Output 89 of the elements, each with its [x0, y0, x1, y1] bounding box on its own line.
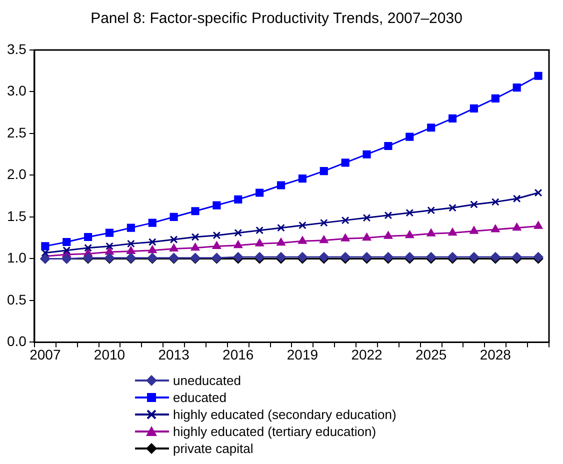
x-tick-label: 2016: [222, 346, 254, 362]
y-tick-label: 3.0: [6, 82, 27, 99]
point: [148, 218, 156, 227]
point: [491, 198, 500, 206]
point: [170, 212, 178, 222]
point: [534, 221, 543, 229]
point: [320, 167, 328, 176]
legend-label: private capital: [173, 440, 254, 457]
point: [126, 224, 135, 232]
point: [512, 194, 521, 203]
point: [255, 238, 264, 246]
point: [234, 240, 243, 248]
point: [298, 236, 307, 244]
point: [320, 218, 328, 227]
point: [448, 204, 456, 212]
point: [212, 241, 222, 249]
point: [340, 234, 350, 242]
x-tick-label: 2019: [286, 346, 318, 362]
point: [341, 216, 350, 224]
point: [212, 231, 221, 240]
point: [212, 201, 221, 210]
point: [470, 226, 478, 234]
point: [319, 235, 328, 244]
point: [384, 211, 392, 220]
point: [84, 244, 92, 252]
point: [491, 224, 500, 232]
point: [470, 104, 478, 112]
y-tick-label: 3.5: [6, 40, 27, 57]
point: [256, 188, 264, 197]
y-tick-label: 1.0: [6, 250, 27, 266]
point: [190, 242, 200, 251]
point: [276, 238, 286, 246]
legend-label: highly educated (secondary education): [173, 406, 396, 423]
point: [406, 208, 414, 217]
x-tick-label: 2025: [416, 346, 447, 362]
x-tick-label: 2010: [94, 346, 126, 362]
point: [62, 246, 71, 254]
chart-title: Panel 8: Factor-specific Productivity Trends, 2007–2030: [90, 10, 462, 28]
legend-label: uneducated: [173, 372, 241, 389]
y-tick-label: 2.0: [6, 166, 27, 182]
point: [534, 72, 542, 80]
point: [276, 181, 286, 190]
point: [277, 224, 285, 232]
point: [406, 132, 414, 141]
point: [427, 124, 436, 132]
point: [448, 114, 457, 122]
point: [341, 158, 350, 167]
point: [362, 150, 371, 158]
point: [534, 188, 542, 197]
point: [491, 94, 500, 102]
point: [405, 230, 414, 238]
point: [234, 195, 242, 204]
point: [84, 232, 92, 242]
point: [105, 228, 114, 237]
point: [41, 242, 50, 250]
point: [62, 238, 71, 246]
x-tick-label: 2013: [158, 346, 190, 362]
point: [234, 228, 242, 237]
point: [298, 174, 306, 183]
point: [384, 142, 392, 150]
x-tick-label: 2007: [30, 346, 61, 362]
point: [191, 207, 200, 216]
y-tick-label: 0.5: [6, 291, 27, 308]
x-tick-label: 2028: [480, 346, 512, 362]
point: [191, 233, 200, 241]
point: [169, 244, 178, 252]
point: [127, 240, 135, 248]
point: [256, 226, 264, 234]
legend-label: highly educated (tertiary education): [173, 423, 376, 440]
point: [148, 245, 157, 254]
point: [106, 242, 114, 250]
point: [426, 228, 436, 236]
point: [148, 238, 156, 246]
point: [448, 228, 457, 236]
point: [512, 222, 522, 231]
point: [427, 206, 436, 214]
legend-label: educated: [173, 389, 226, 406]
point: [298, 221, 306, 230]
point: [384, 231, 393, 239]
y-tick-label: 1.5: [6, 208, 27, 224]
point: [512, 84, 521, 92]
x-tick-label: 2022: [351, 346, 383, 362]
point: [362, 232, 372, 241]
point: [470, 200, 478, 208]
point: [126, 246, 136, 254]
y-tick-label: 0.0: [6, 333, 27, 350]
y-tick-label: 2.5: [6, 124, 27, 140]
point: [362, 214, 371, 222]
point: [170, 236, 178, 244]
